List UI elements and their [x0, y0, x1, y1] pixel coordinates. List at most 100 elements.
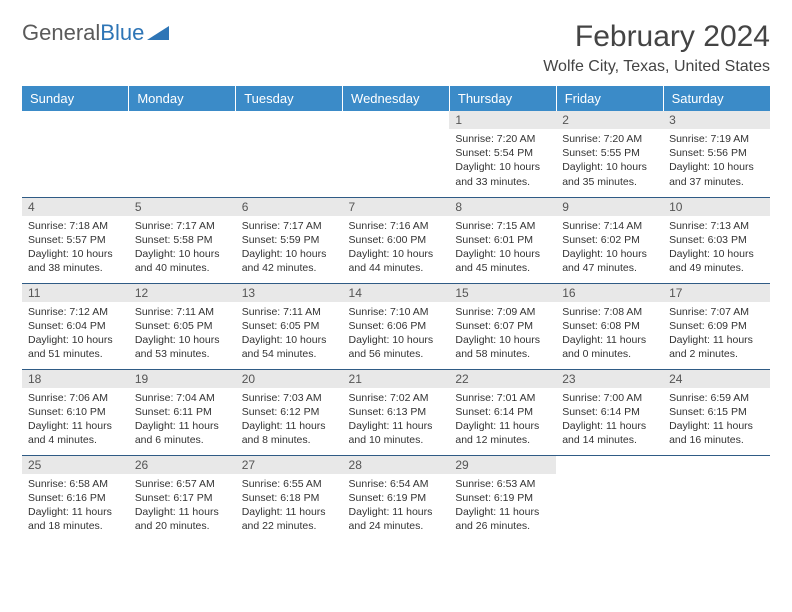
day-details: Sunrise: 6:55 AMSunset: 6:18 PMDaylight:… [236, 474, 343, 538]
day-header: Sunday [22, 86, 129, 111]
calendar-day-cell: 18Sunrise: 7:06 AMSunset: 6:10 PMDayligh… [22, 369, 129, 455]
sunset-line: Sunset: 6:14 PM [562, 405, 657, 419]
sunrise-line: Sunrise: 6:54 AM [349, 477, 444, 491]
calendar-week-row: 11Sunrise: 7:12 AMSunset: 6:04 PMDayligh… [22, 283, 770, 369]
daylight-line: Daylight: 10 hours and 49 minutes. [669, 247, 764, 275]
day-number: 9 [556, 198, 663, 216]
sunrise-line: Sunrise: 7:18 AM [28, 219, 123, 233]
day-number: 17 [663, 284, 770, 302]
calendar-week-row: 1Sunrise: 7:20 AMSunset: 5:54 PMDaylight… [22, 111, 770, 197]
day-number: 22 [449, 370, 556, 388]
day-details: Sunrise: 7:20 AMSunset: 5:55 PMDaylight:… [556, 129, 663, 193]
sunset-line: Sunset: 6:13 PM [349, 405, 444, 419]
daylight-line: Daylight: 10 hours and 58 minutes. [455, 333, 550, 361]
day-details: Sunrise: 7:14 AMSunset: 6:02 PMDaylight:… [556, 216, 663, 280]
calendar-day-cell [236, 111, 343, 197]
day-number: 26 [129, 456, 236, 474]
day-number: 24 [663, 370, 770, 388]
day-number: 8 [449, 198, 556, 216]
daylight-line: Daylight: 10 hours and 45 minutes. [455, 247, 550, 275]
day-number: 20 [236, 370, 343, 388]
day-header: Saturday [663, 86, 770, 111]
day-details: Sunrise: 7:09 AMSunset: 6:07 PMDaylight:… [449, 302, 556, 366]
day-details: Sunrise: 7:02 AMSunset: 6:13 PMDaylight:… [343, 388, 450, 452]
day-number: 21 [343, 370, 450, 388]
logo: GeneralBlue [22, 20, 169, 46]
calendar-day-cell: 6Sunrise: 7:17 AMSunset: 5:59 PMDaylight… [236, 197, 343, 283]
day-header: Friday [556, 86, 663, 111]
calendar-week-row: 4 Sunrise: 7:18 AMSunset: 5:57 PM Daylight… [22, 197, 770, 283]
calendar-week-row: 25Sunrise: 6:58 AMSunset: 6:16 PMDayligh… [22, 455, 770, 541]
sunrise-line: Sunrise: 7:11 AM [135, 305, 230, 319]
day-number: 14 [343, 284, 450, 302]
day-number: 13 [236, 284, 343, 302]
triangle-icon [147, 20, 169, 46]
sunset-line: Sunset: 5:55 PM [562, 146, 657, 160]
calendar-day-cell [556, 455, 663, 541]
day-number: 23 [556, 370, 663, 388]
sunset-line: Sunset: 6:10 PM [28, 405, 123, 419]
day-number: 5 [129, 198, 236, 216]
daylight-line: Daylight: 11 hours and 4 minutes. [28, 419, 123, 447]
calendar-day-cell: 12Sunrise: 7:11 AMSunset: 6:05 PMDayligh… [129, 283, 236, 369]
day-details: Sunrise: 7:19 AMSunset: 5:56 PMDaylight:… [663, 129, 770, 193]
daylight-line: Daylight: 11 hours and 10 minutes. [349, 419, 444, 447]
day-details: Sunrise: 7:12 AMSunset: 6:04 PMDaylight:… [22, 302, 129, 366]
sunset-line: Sunset: 6:03 PM [669, 233, 764, 247]
day-details: Sunrise: 7:07 AMSunset: 6:09 PMDaylight:… [663, 302, 770, 366]
calendar-table: SundayMondayTuesdayWednesdayThursdayFrid… [22, 86, 770, 541]
daylight-line: Daylight: 11 hours and 0 minutes. [562, 333, 657, 361]
sunrise-line: Sunrise: 7:03 AM [242, 391, 337, 405]
daylight-line: Daylight: 10 hours and 37 minutes. [669, 160, 764, 188]
calendar-day-cell: 11Sunrise: 7:12 AMSunset: 6:04 PMDayligh… [22, 283, 129, 369]
sunrise-line: Sunrise: 7:06 AM [28, 391, 123, 405]
sunrise-line: Sunrise: 7:08 AM [562, 305, 657, 319]
calendar-day-cell: 4Sunrise: 7:18 AMSunset: 5:57 PMDaylight… [22, 197, 129, 283]
sunset-line: Sunset: 6:12 PM [242, 405, 337, 419]
sunset-line: Sunset: 6:00 PM [349, 233, 444, 247]
day-number: 7 [343, 198, 450, 216]
sunrise-line: Sunrise: 6:53 AM [455, 477, 550, 491]
sunrise-line: Sunrise: 7:15 AM [455, 219, 550, 233]
sunset-line: Sunset: 6:07 PM [455, 319, 550, 333]
sunset-line: Sunset: 6:16 PM [28, 491, 123, 505]
calendar-day-cell: 3Sunrise: 7:19 AMSunset: 5:56 PMDaylight… [663, 111, 770, 197]
calendar-header-row: SundayMondayTuesdayWednesdayThursdayFrid… [22, 86, 770, 111]
day-number: 10 [663, 198, 770, 216]
day-details: Sunrise: 6:58 AMSunset: 6:16 PMDaylight:… [22, 474, 129, 538]
sunset-line: Sunset: 6:05 PM [242, 319, 337, 333]
day-details: Sunrise: 7:00 AMSunset: 6:14 PMDaylight:… [556, 388, 663, 452]
day-details: Sunrise: 7:17 AMSunset: 5:58 PMDaylight:… [129, 216, 236, 280]
sunset-line: Sunset: 5:57 PM [28, 233, 123, 247]
day-number: 29 [449, 456, 556, 474]
calendar-day-cell: 26Sunrise: 6:57 AMSunset: 6:17 PMDayligh… [129, 455, 236, 541]
day-number: 4 [22, 198, 129, 216]
day-header: Tuesday [236, 86, 343, 111]
daylight-line: Daylight: 10 hours and 47 minutes. [562, 247, 657, 275]
page-header: GeneralBlue February 2024 Wolfe City, Te… [22, 20, 770, 76]
calendar-body: 1Sunrise: 7:20 AMSunset: 5:54 PMDaylight… [22, 111, 770, 541]
sunrise-line: Sunrise: 7:04 AM [135, 391, 230, 405]
day-header: Wednesday [343, 86, 450, 111]
daylight-line: Daylight: 10 hours and 40 minutes. [135, 247, 230, 275]
location-text: Wolfe City, Texas, United States [543, 58, 770, 76]
day-details: Sunrise: 6:54 AMSunset: 6:19 PMDaylight:… [343, 474, 450, 538]
sunset-line: Sunset: 6:08 PM [562, 319, 657, 333]
sunrise-line: Sunrise: 7:00 AM [562, 391, 657, 405]
calendar-day-cell: 8Sunrise: 7:15 AMSunset: 6:01 PMDaylight… [449, 197, 556, 283]
day-number: 28 [343, 456, 450, 474]
day-details: Sunrise: 7:08 AMSunset: 6:08 PMDaylight:… [556, 302, 663, 366]
sunset-line: Sunset: 6:05 PM [135, 319, 230, 333]
sunrise-line: Sunrise: 7:19 AM [669, 132, 764, 146]
daylight-line: Daylight: 10 hours and 53 minutes. [135, 333, 230, 361]
sunrise-line: Sunrise: 7:20 AM [562, 132, 657, 146]
calendar-day-cell: 25Sunrise: 6:58 AMSunset: 6:16 PMDayligh… [22, 455, 129, 541]
daylight-line: Daylight: 10 hours and 54 minutes. [242, 333, 337, 361]
calendar-day-cell: 15Sunrise: 7:09 AMSunset: 6:07 PMDayligh… [449, 283, 556, 369]
day-number: 6 [236, 198, 343, 216]
day-details: Sunrise: 7:10 AMSunset: 6:06 PMDaylight:… [343, 302, 450, 366]
calendar-week-row: 18Sunrise: 7:06 AMSunset: 6:10 PMDayligh… [22, 369, 770, 455]
calendar-day-cell: 2Sunrise: 7:20 AMSunset: 5:55 PMDaylight… [556, 111, 663, 197]
day-details: Sunrise: 6:53 AMSunset: 6:19 PMDaylight:… [449, 474, 556, 538]
day-details: Sunrise: 6:59 AMSunset: 6:15 PMDaylight:… [663, 388, 770, 452]
